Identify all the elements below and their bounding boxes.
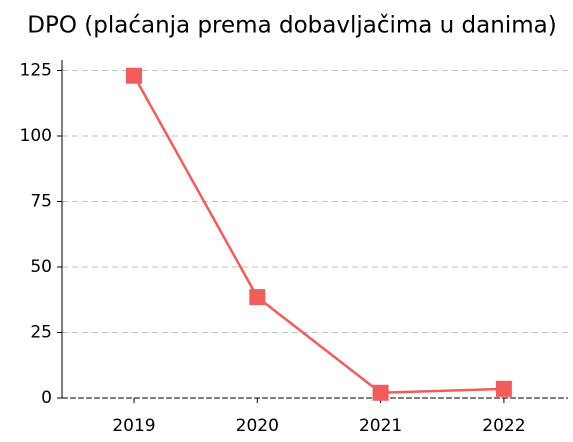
x-tick-label: 2019: [112, 416, 155, 436]
point-marker: [495, 380, 512, 397]
y-tick-label: 50: [30, 257, 52, 277]
point-marker: [126, 67, 142, 84]
x-tick-label: 2022: [482, 416, 525, 436]
chart-title: DPO (plaćanja prema dobavljačima u danim…: [27, 13, 556, 39]
y-tick-label: 75: [30, 191, 52, 211]
y-tick-label: 25: [30, 322, 52, 342]
point-marker: [249, 289, 266, 306]
y-tick-label: 0: [41, 388, 52, 408]
x-tick-label: 2021: [359, 416, 402, 436]
series-line: [132, 75, 504, 395]
point-marker: [372, 384, 389, 401]
y-tick-label: 100: [20, 126, 52, 146]
x-tick-label: 2020: [236, 416, 279, 436]
y-tick-label: 125: [20, 60, 52, 80]
